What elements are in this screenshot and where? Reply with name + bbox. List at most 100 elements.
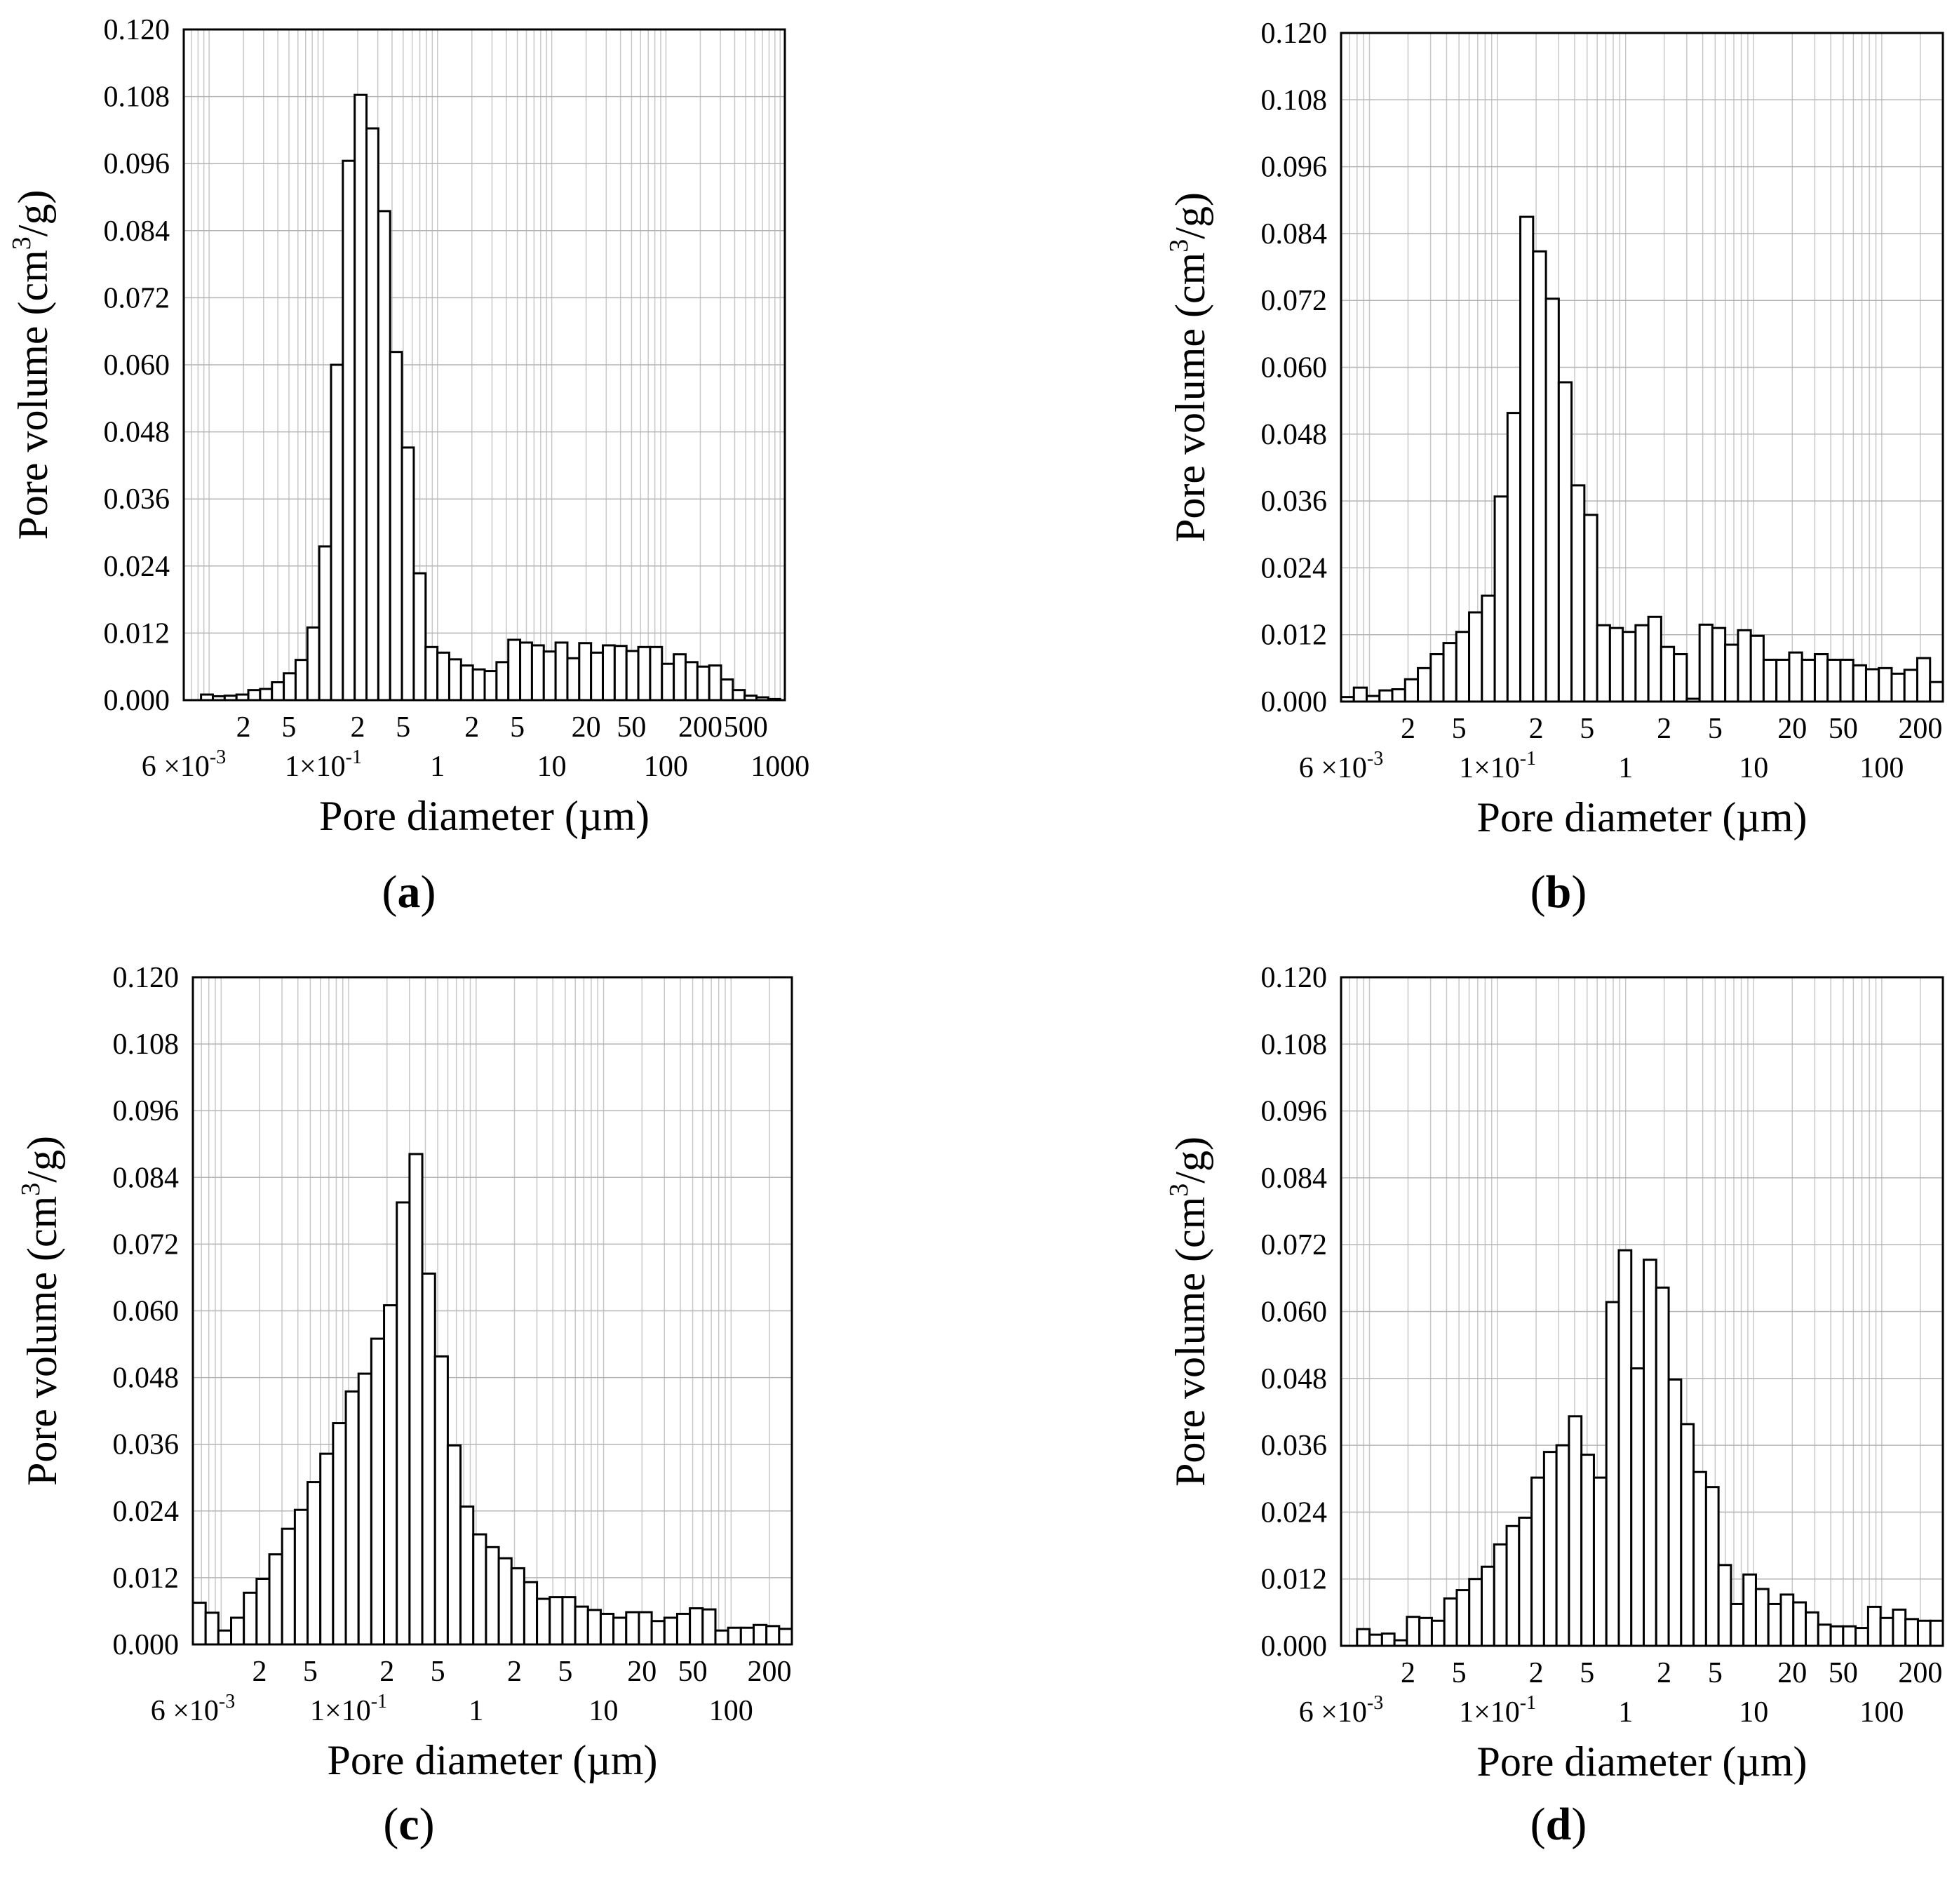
- bar: [1630, 1367, 1645, 1647]
- x-tick-label: 2: [507, 1656, 522, 1688]
- caption-close-paren: ): [1571, 1799, 1587, 1850]
- bar: [1866, 1605, 1882, 1647]
- bar: [1643, 1259, 1657, 1647]
- bar: [344, 1390, 360, 1646]
- bar: [271, 681, 285, 702]
- bar: [1692, 1470, 1707, 1647]
- bar: [1542, 1451, 1558, 1647]
- y-tick-label: 0.012: [1261, 619, 1328, 652]
- bar: [1929, 681, 1944, 703]
- bar: [1737, 629, 1752, 703]
- chart-panel-b: 0.000 0.012 0.024 0.036 0.048 0.060 0.072 0.084…: [1164, 18, 1944, 918]
- x-tick-label: 50: [1829, 713, 1858, 745]
- bar: [191, 1602, 207, 1646]
- plot-frame: [1340, 976, 1944, 1647]
- x-tick-label-major: 6 ×10-3: [1299, 1692, 1384, 1729]
- x-tick-label-major: 1: [430, 751, 445, 783]
- y-tick-label: 0.108: [104, 81, 170, 114]
- grid-horizontal: [1341, 32, 1943, 702]
- bar: [1805, 1611, 1819, 1647]
- x-tick-label-major: 100: [1859, 1696, 1904, 1729]
- x-tick-label: 20: [627, 1656, 657, 1688]
- x-tick-label-exponent: -1: [371, 1691, 387, 1712]
- bar: [281, 1527, 296, 1646]
- x-tick-label: 5: [1452, 713, 1467, 745]
- bar: [1904, 1618, 1919, 1647]
- x-tick-label: 50: [1829, 1657, 1858, 1689]
- x-tick-label: 20: [1777, 713, 1807, 745]
- x-tick-label-base: 1×10: [1459, 752, 1520, 784]
- y-axis-label-main: Pore volume (cm: [1167, 253, 1213, 542]
- bar: [1890, 672, 1906, 703]
- y-tick-label: 0.048: [1261, 419, 1328, 451]
- bar: [230, 1616, 245, 1646]
- bar: [507, 638, 522, 702]
- bar: [1817, 1623, 1832, 1647]
- caption-close-paren: ): [419, 1799, 435, 1850]
- y-tick-label: 0.060: [1261, 352, 1328, 384]
- bar: [778, 1628, 793, 1646]
- y-tick-label: 0.084: [1261, 1162, 1328, 1195]
- bar: [421, 1272, 436, 1646]
- bar: [519, 641, 533, 702]
- x-tick-label-major: 100: [1859, 752, 1904, 784]
- bar: [1596, 624, 1611, 703]
- x-axis-label: Pore diameter (µm): [319, 793, 649, 839]
- bar: [408, 1153, 424, 1646]
- y-tick-label: 0.084: [1261, 218, 1328, 250]
- y-tick-label: 0.048: [113, 1362, 180, 1395]
- bar: [1352, 686, 1368, 703]
- bar: [673, 653, 687, 702]
- x-tick-label-base: 1: [1618, 1696, 1633, 1729]
- bar: [1418, 1616, 1433, 1647]
- bar: [1356, 1628, 1371, 1647]
- bar: [1406, 1616, 1421, 1647]
- y-axis-label-end: /g): [1167, 192, 1213, 239]
- y-tick-label: 0.000: [104, 685, 170, 717]
- bar: [684, 661, 699, 702]
- bar: [1605, 1301, 1620, 1647]
- x-tick-label-exponent: -3: [219, 1691, 235, 1712]
- x-tick-label-base: 6 ×10: [1299, 1696, 1367, 1729]
- x-tick-label-base: 1×10: [1459, 1696, 1520, 1729]
- bar: [1660, 645, 1676, 703]
- y-axis-label-superscript: 3: [7, 236, 36, 250]
- bar: [523, 1581, 539, 1646]
- x-tick-label-base: 1: [1618, 752, 1633, 784]
- x-tick-label: 5: [1452, 1657, 1467, 1689]
- bar: [590, 651, 605, 702]
- bar: [1878, 666, 1893, 703]
- x-tick-label-major: 1: [1618, 752, 1633, 784]
- bar: [1673, 652, 1688, 703]
- x-tick-label: 2: [1401, 713, 1415, 745]
- bar: [471, 668, 486, 702]
- bar: [1544, 297, 1560, 703]
- bar: [689, 1607, 704, 1646]
- bar: [696, 665, 711, 702]
- x-axis-label: Pore diameter (µm): [1476, 1738, 1807, 1785]
- bar: [1788, 651, 1803, 703]
- bar: [1680, 1423, 1695, 1647]
- x-tick-label-major: 10: [1739, 752, 1768, 784]
- y-tick-label: 0.000: [1261, 1630, 1328, 1663]
- bar: [650, 1620, 666, 1646]
- y-axis-label-end: /g): [10, 190, 56, 237]
- y-tick-label: 0.036: [1261, 1430, 1328, 1462]
- bar: [1455, 631, 1471, 703]
- y-tick-label: 0.072: [104, 282, 170, 314]
- bar: [1403, 678, 1420, 703]
- y-tick-label: 0.036: [1261, 485, 1328, 518]
- chart-panel-d: 0.000 0.012 0.024 0.036 0.048 0.060 0.072 0.084…: [1164, 962, 1944, 1850]
- bar: [1711, 626, 1727, 703]
- bar: [1368, 1633, 1383, 1647]
- bar: [1518, 1516, 1533, 1647]
- bar: [1468, 611, 1483, 703]
- bar: [542, 650, 557, 702]
- bar: [1829, 1625, 1845, 1647]
- x-tick-label-major: 10: [1739, 1696, 1768, 1729]
- bar: [1916, 1619, 1932, 1647]
- x-tick-label-major: 100: [709, 1695, 753, 1727]
- bar: [1762, 658, 1778, 703]
- y-tick-label: 0.000: [113, 1629, 180, 1661]
- bar: [548, 1596, 564, 1646]
